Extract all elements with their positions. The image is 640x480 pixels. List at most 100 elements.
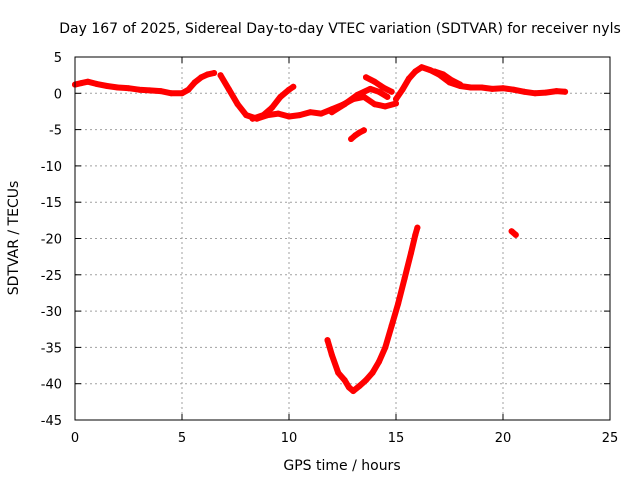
- data-point: [328, 109, 335, 116]
- y-tick-label: 5: [54, 51, 62, 66]
- data-point: [512, 231, 519, 238]
- data-point: [234, 101, 241, 108]
- x-axis-label: GPS time / hours: [283, 458, 400, 474]
- data-point: [399, 86, 406, 93]
- data-point: [393, 100, 399, 107]
- data-point: [296, 112, 303, 119]
- data-point: [348, 136, 355, 142]
- data-point: [84, 78, 91, 85]
- data-point: [375, 358, 382, 365]
- axis-ticks: [74, 56, 611, 421]
- data-point: [532, 90, 539, 97]
- data-point: [369, 369, 376, 376]
- data-point: [553, 88, 560, 95]
- x-tick-label: 10: [281, 431, 298, 446]
- data-point: [341, 377, 348, 384]
- y-tick-label: -35: [41, 341, 62, 356]
- data-point: [354, 91, 361, 98]
- y-tick-label: 0: [54, 87, 62, 102]
- data-point: [384, 93, 391, 100]
- data-point: [268, 104, 275, 111]
- data-point: [217, 72, 224, 79]
- data-point: [157, 88, 164, 95]
- data-point: [318, 110, 325, 117]
- y-tick-label: -5: [49, 124, 62, 139]
- data-point: [388, 322, 395, 329]
- data-point: [500, 85, 506, 92]
- data-point: [286, 113, 292, 120]
- data-point: [412, 231, 419, 238]
- data-point: [211, 70, 218, 76]
- data-point: [440, 71, 447, 78]
- data-point: [508, 228, 515, 235]
- data-point: [562, 88, 569, 95]
- series-dip-recovery-trace: [324, 224, 421, 394]
- series-secondary-trace-c: [363, 74, 395, 95]
- data-point: [78, 80, 85, 87]
- y-tick-label: -25: [41, 269, 62, 284]
- y-tick-label: -15: [41, 196, 62, 211]
- x-tick-label: 0: [71, 431, 79, 446]
- data-point: [277, 93, 284, 100]
- data-point: [478, 84, 485, 91]
- data-point: [307, 109, 314, 116]
- y-tick-label: -30: [41, 305, 62, 320]
- data-point: [341, 101, 348, 108]
- data-point: [286, 86, 292, 93]
- data-point: [324, 337, 331, 344]
- data-point: [414, 224, 421, 231]
- data-point: [185, 86, 192, 93]
- data-point: [168, 90, 175, 97]
- data-point: [408, 250, 414, 256]
- data-point: [401, 275, 408, 282]
- data-point: [380, 84, 387, 91]
- data-point: [345, 384, 352, 391]
- data-point: [457, 81, 464, 88]
- y-axis-label: SDTVAR / TECUs: [6, 181, 22, 296]
- x-tick-labels: 0 5 10 15 20 25: [71, 431, 618, 446]
- data-point: [405, 75, 412, 82]
- data-point: [395, 300, 402, 307]
- series-secondary-trace-d: [431, 68, 464, 88]
- data-point: [382, 344, 389, 351]
- data-point: [179, 90, 185, 97]
- data-point: [489, 85, 496, 92]
- y-tick-label: -45: [41, 414, 62, 429]
- data-point: [191, 79, 198, 86]
- grid-lines: [75, 57, 610, 420]
- data-point: [363, 74, 369, 81]
- data-point: [393, 96, 399, 103]
- data-point: [363, 377, 369, 384]
- data-point: [542, 89, 549, 96]
- data-point: [375, 88, 382, 95]
- data-point: [243, 112, 250, 119]
- data-point: [418, 64, 425, 71]
- data-point: [260, 112, 267, 119]
- data-point: [431, 68, 438, 75]
- data-point: [335, 369, 342, 376]
- data-point: [204, 71, 211, 78]
- data-point: [93, 80, 100, 87]
- data-point: [521, 88, 528, 95]
- x-tick-label: 15: [388, 431, 405, 446]
- data-point: [328, 351, 335, 358]
- data-point: [510, 86, 517, 93]
- x-tick-label: 25: [602, 431, 619, 446]
- data-point: [104, 83, 111, 89]
- series-main-trace-c: [393, 64, 569, 103]
- data-point: [367, 85, 374, 92]
- x-tick-label: 20: [495, 431, 512, 446]
- data-point: [352, 132, 359, 139]
- data-point: [114, 84, 121, 91]
- data-series: [72, 64, 569, 394]
- data-point: [382, 103, 389, 110]
- x-tick-label: 5: [178, 431, 186, 446]
- y-tick-labels: 5 0 -5 -10 -15 -20 -25 -30 -35 -40 -45: [41, 51, 62, 429]
- data-point: [467, 84, 474, 91]
- data-point: [412, 68, 419, 75]
- data-point: [388, 88, 395, 95]
- data-point: [136, 86, 143, 93]
- y-tick-label: -10: [41, 160, 62, 175]
- data-point: [275, 110, 282, 117]
